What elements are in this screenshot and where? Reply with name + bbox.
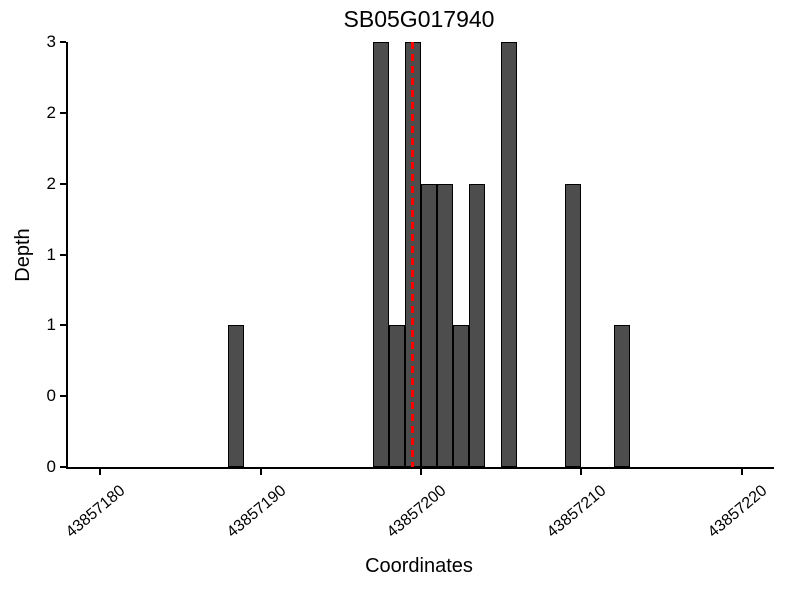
- depth-bar: [469, 183, 486, 467]
- y-tick-label: 2: [46, 173, 56, 193]
- y-tick-label: 3: [46, 32, 56, 51]
- x-tick-mark: [99, 469, 102, 475]
- x-tick-label: 43857210: [544, 482, 610, 542]
- depth-bar: [437, 183, 454, 467]
- y-tick-mark: [60, 253, 66, 256]
- y-tick-label: 0: [46, 386, 56, 406]
- y-tick-label: 0: [46, 457, 56, 476]
- x-axis-label: Coordinates: [365, 555, 473, 577]
- y-tick-mark: [60, 182, 66, 185]
- x-tick-label: 43857200: [383, 482, 450, 542]
- depth-bar: [372, 42, 389, 467]
- chart-title: SB05G017940: [343, 6, 495, 32]
- depth-bar: [613, 325, 630, 467]
- y-tick-mark: [60, 41, 66, 43]
- x-tick-label: 43857220: [704, 482, 771, 542]
- depth-bar: [228, 325, 245, 467]
- x-tick-mark: [580, 469, 583, 475]
- position-marker-dashed-line: [411, 42, 415, 467]
- y-tick-mark: [60, 324, 66, 327]
- y-tick-mark: [60, 111, 66, 114]
- y-tick-label: 1: [46, 315, 56, 335]
- x-tick-mark: [259, 469, 262, 475]
- y-tick-mark: [60, 466, 66, 468]
- plot-area: [60, 41, 774, 475]
- depth-bar: [565, 183, 582, 467]
- depth-bar: [501, 42, 518, 467]
- depth-bar: [421, 183, 438, 467]
- depth-bar: [388, 325, 405, 467]
- y-tick-label: 2: [46, 102, 56, 122]
- x-tick-label: 43857190: [223, 482, 289, 542]
- x-tick-mark: [740, 469, 743, 475]
- y-tick-label: 1: [46, 244, 56, 264]
- depth-bar: [453, 325, 470, 467]
- x-tick-label: 43857180: [63, 482, 129, 542]
- y-tick-mark: [60, 395, 66, 398]
- x-tick-mark: [420, 469, 422, 475]
